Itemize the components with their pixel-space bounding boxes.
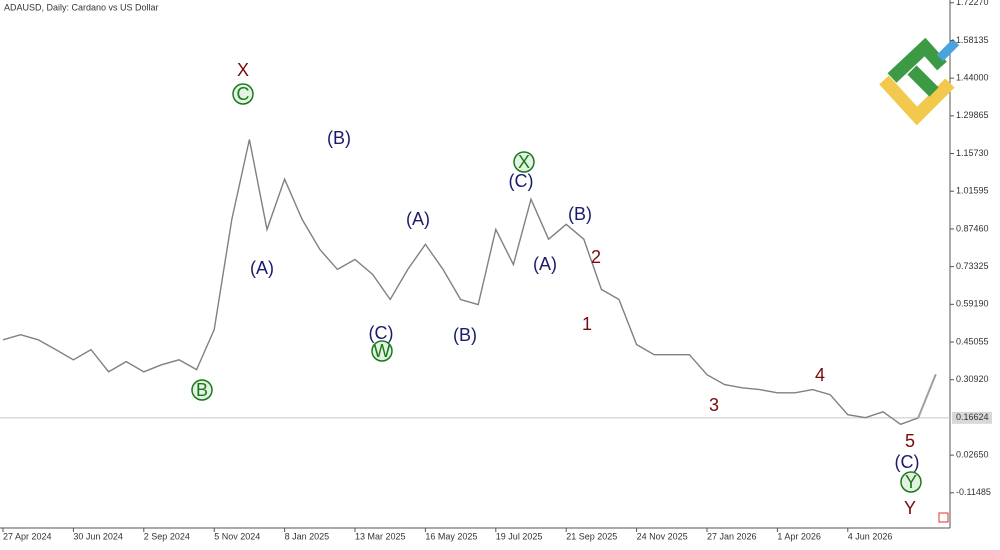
wave-label: Y (905, 472, 917, 492)
wave-label: W (374, 341, 391, 361)
logo-green-bar (907, 65, 939, 97)
wave-label: 1 (582, 314, 592, 334)
logo-blue (936, 38, 960, 62)
wave-label: C (237, 84, 250, 104)
wave-circle (191, 379, 213, 401)
logo (879, 37, 960, 126)
wave-label: 4 (815, 365, 825, 385)
y-tick-label: 1.15730 (956, 148, 989, 158)
wave-circle (232, 83, 254, 105)
y-tick-label: 1.44000 (956, 73, 989, 83)
wave-label: (B) (327, 128, 351, 148)
wave-label: X (237, 60, 249, 80)
wave-label: 2 (591, 247, 601, 267)
wave-label: (C) (369, 323, 394, 343)
x-tick-label: 21 Sep 2025 (566, 531, 617, 541)
wave-circle (900, 471, 922, 493)
y-tick-label: 0.02650 (956, 449, 989, 459)
x-tick-label: 13 Mar 2025 (355, 531, 406, 541)
x-tick-label: 16 May 2025 (425, 531, 477, 541)
price-line (917, 373, 937, 419)
y-tick-label: 0.73325 (956, 261, 989, 271)
y-tick-label: 1.01595 (956, 186, 989, 196)
current-price-label: 0.16624 (956, 412, 989, 422)
x-tick-label: 2 Sep 2024 (144, 531, 190, 541)
y-tick-label: 0.30920 (956, 374, 989, 384)
wave-label: X (518, 152, 530, 172)
chart-title: ADAUSD, Daily: Cardano vs US Dollar (4, 2, 159, 12)
wave-label: (A) (406, 209, 430, 229)
y-tick-label: 0.45055 (956, 336, 989, 346)
y-tick-label: 1.58135 (956, 35, 989, 45)
x-tick-label: 4 Jun 2026 (848, 531, 893, 541)
wave-label: (B) (568, 204, 592, 224)
wave-label: (C) (895, 452, 920, 472)
x-tick-label: 27 Apr 2024 (3, 531, 52, 541)
wave-label: (C) (509, 171, 534, 191)
x-tick-label: 19 Jul 2025 (496, 531, 543, 541)
wave-circle (513, 151, 535, 173)
wave-label: (A) (533, 254, 557, 274)
current-price-box (952, 411, 992, 424)
x-tick-label: 5 Nov 2024 (214, 531, 260, 541)
y-tick-label: 1.29865 (956, 110, 989, 120)
wave-label: B (196, 380, 208, 400)
y-tick-label: 1.72270 (956, 0, 989, 7)
x-tick-label: 1 Apr 2026 (777, 531, 821, 541)
price-line (2, 139, 919, 426)
x-tick-label: 24 Nov 2025 (637, 531, 688, 541)
logo-yellow (879, 75, 955, 126)
y-tick-label: 0.87460 (956, 223, 989, 233)
wave-circle (371, 340, 393, 362)
logo-green (887, 37, 947, 83)
corner-icon (938, 512, 949, 523)
wave-label: (A) (250, 258, 274, 278)
wave-label: (B) (453, 325, 477, 345)
x-tick-label: 27 Jan 2026 (707, 531, 757, 541)
wave-label: 3 (709, 395, 719, 415)
y-tick-label: -0.11485 (956, 487, 991, 497)
x-tick-label: 30 Jun 2024 (73, 531, 123, 541)
y-tick-label: 0.59190 (956, 299, 989, 309)
x-tick-label: 8 Jan 2025 (285, 531, 330, 541)
wave-label: 5 (905, 431, 915, 451)
wave-label: Y (904, 498, 916, 518)
